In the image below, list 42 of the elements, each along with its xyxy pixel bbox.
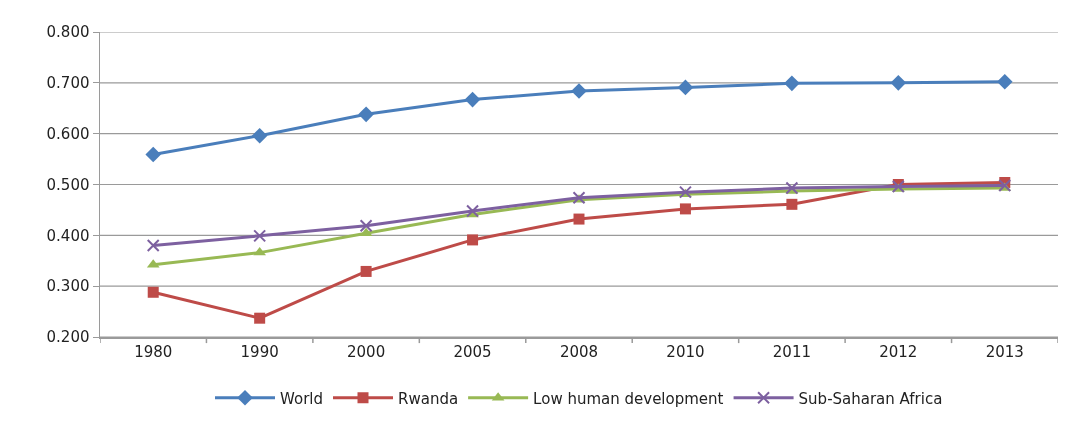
- point: [146, 239, 160, 252]
- point: [677, 79, 694, 96]
- point: [786, 198, 798, 210]
- x-tick-label: 2013: [985, 342, 1024, 361]
- point: [358, 106, 374, 123]
- x-tick-label: 2000: [347, 342, 386, 361]
- legend-label: Low human development: [533, 389, 724, 408]
- x-tick-label: 1980: [134, 342, 173, 361]
- y-tick-label: 0.300: [46, 277, 90, 296]
- point: [147, 286, 159, 298]
- point: [571, 83, 587, 99]
- x-tick-label: 2010: [666, 342, 705, 361]
- y-tick-label: 0.600: [46, 124, 90, 143]
- point: [359, 219, 373, 233]
- point: [785, 181, 799, 195]
- point: [464, 91, 481, 108]
- y-tick-label: 0.400: [46, 226, 90, 245]
- point: [145, 146, 162, 163]
- point: [253, 229, 267, 243]
- x-tick-label: 2008: [559, 342, 599, 361]
- x-tick-label: 1990: [240, 342, 279, 361]
- x-tick-label: 2005: [453, 342, 492, 361]
- point: [996, 74, 1013, 90]
- legend-label: World: [280, 389, 323, 408]
- point: [254, 312, 266, 324]
- point: [251, 127, 268, 144]
- point: [890, 75, 907, 91]
- point: [679, 203, 691, 215]
- legend-label: Sub-Saharan Africa: [798, 389, 943, 408]
- legend-label: Rwanda: [398, 389, 459, 408]
- point: [467, 234, 479, 246]
- y-tick-label: 0.700: [46, 74, 90, 93]
- x-tick-label: 2011: [772, 342, 811, 361]
- point: [784, 75, 800, 92]
- point: [360, 265, 372, 277]
- point: [466, 204, 480, 218]
- y-tick-label: 0.200: [46, 328, 90, 347]
- point: [359, 227, 373, 237]
- x-tick-label: 2012: [879, 342, 918, 361]
- point: [573, 213, 585, 225]
- y-tick-label: 0.500: [46, 175, 90, 194]
- y-tick-label: 0.800: [46, 23, 90, 42]
